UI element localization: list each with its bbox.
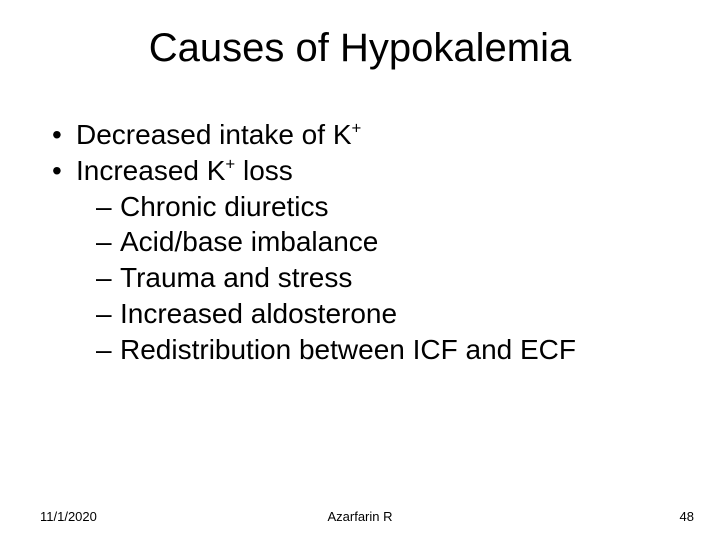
sub-bullet-item-3: – Trauma and stress <box>52 260 720 296</box>
slide: Causes of Hypokalemia • Decreased intake… <box>0 0 720 540</box>
bullet-text: Decreased intake of K+ <box>76 117 361 153</box>
dash-marker-icon: – <box>96 260 120 296</box>
bullet-text: Chronic diuretics <box>120 189 329 225</box>
dash-marker-icon: – <box>96 296 120 332</box>
dash-marker-icon: – <box>96 332 120 368</box>
sub-bullet-item-4: – Increased aldosterone <box>52 296 720 332</box>
bullet-marker-icon: • <box>52 153 76 189</box>
bullet-text-pre: Decreased intake of K <box>76 119 352 150</box>
sub-bullet-item-1: – Chronic diuretics <box>52 189 720 225</box>
footer-author: Azarfarin R <box>0 509 720 524</box>
bullet-item-2: • Increased K+ loss <box>52 153 720 189</box>
bullet-text: Trauma and stress <box>120 260 352 296</box>
footer-page-number: 48 <box>680 509 694 524</box>
slide-content: • Decreased intake of K+ • Increased K+ … <box>0 81 720 368</box>
bullet-text: Acid/base imbalance <box>120 224 378 260</box>
bullet-text: Increased K+ loss <box>76 153 293 189</box>
bullet-item-1: • Decreased intake of K+ <box>52 117 720 153</box>
bullet-text: Increased aldosterone <box>120 296 397 332</box>
dash-marker-icon: – <box>96 189 120 225</box>
bullet-text-pre: Increased K <box>76 155 225 186</box>
superscript: + <box>225 155 235 174</box>
dash-marker-icon: – <box>96 224 120 260</box>
superscript: + <box>352 119 362 138</box>
sub-bullet-item-5: – Redistribution between ICF and ECF <box>52 332 720 368</box>
slide-footer: 11/1/2020 Azarfarin R 48 <box>0 509 720 524</box>
footer-date: 11/1/2020 <box>40 509 97 524</box>
bullet-text-post: loss <box>235 155 293 186</box>
bullet-marker-icon: • <box>52 117 76 153</box>
sub-bullet-item-2: – Acid/base imbalance <box>52 224 720 260</box>
bullet-text: Redistribution between ICF and ECF <box>120 332 576 368</box>
slide-title: Causes of Hypokalemia <box>0 0 720 81</box>
